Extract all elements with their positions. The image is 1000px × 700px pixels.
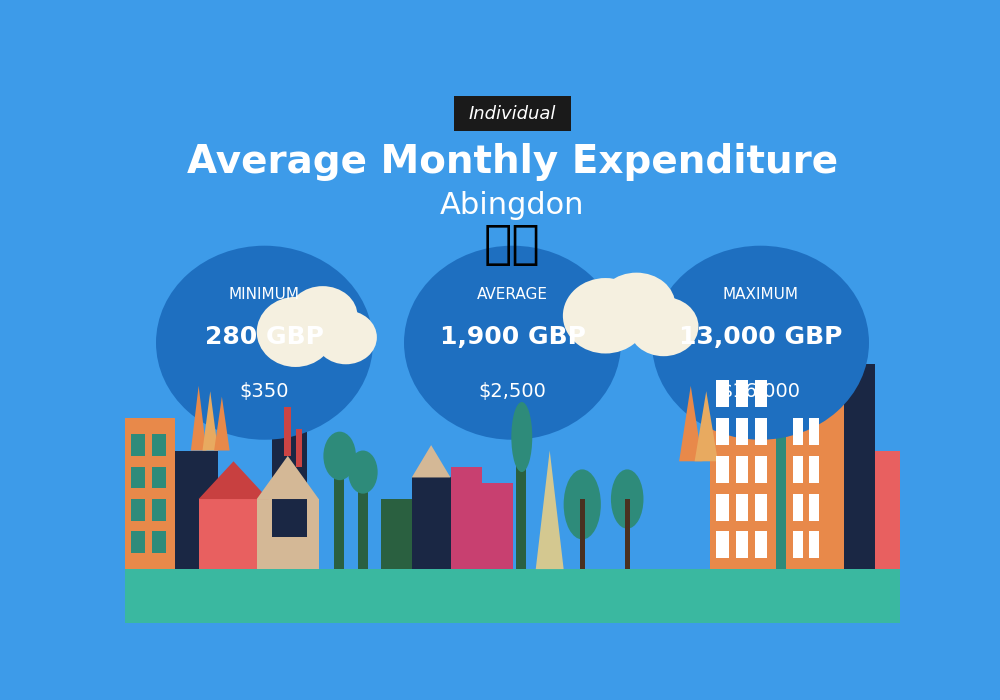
Bar (272, 418, 307, 537)
Text: Individual: Individual (469, 104, 556, 122)
Bar (716, 381, 729, 407)
Bar (152, 434, 166, 456)
Ellipse shape (563, 278, 648, 354)
Bar (755, 494, 767, 521)
Ellipse shape (257, 297, 334, 367)
Bar (793, 418, 803, 445)
Bar (736, 381, 748, 407)
Bar (516, 451, 526, 569)
Polygon shape (695, 391, 718, 461)
Bar (125, 418, 175, 569)
Bar (125, 569, 900, 623)
Bar (844, 364, 875, 569)
Text: Abingdon: Abingdon (440, 191, 585, 220)
Polygon shape (214, 397, 230, 451)
Bar (334, 472, 344, 569)
Bar (716, 494, 729, 521)
Ellipse shape (156, 246, 373, 440)
Bar (736, 531, 748, 559)
Bar (809, 531, 819, 559)
Bar (716, 456, 729, 483)
Ellipse shape (315, 310, 377, 364)
Bar (793, 456, 803, 483)
Ellipse shape (598, 273, 675, 337)
Text: 🇬🇧: 🇬🇧 (484, 223, 541, 268)
Text: 280 GBP: 280 GBP (205, 326, 324, 349)
Text: MINIMUM: MINIMUM (229, 287, 300, 302)
Ellipse shape (404, 246, 621, 440)
Bar (131, 531, 145, 553)
Text: $16,000: $16,000 (720, 382, 800, 400)
Bar (152, 499, 166, 521)
Polygon shape (202, 391, 218, 451)
Ellipse shape (611, 470, 643, 528)
Bar (776, 364, 786, 569)
Bar (358, 489, 368, 569)
Bar (175, 451, 218, 569)
Ellipse shape (511, 402, 532, 472)
Polygon shape (191, 386, 206, 451)
Bar (296, 429, 302, 467)
Bar (809, 456, 819, 483)
Bar (755, 456, 767, 483)
Bar (152, 467, 166, 489)
Bar (152, 531, 166, 553)
Bar (755, 418, 767, 445)
Bar (736, 418, 748, 445)
Ellipse shape (564, 470, 601, 540)
Bar (755, 381, 767, 407)
Text: 13,000 GBP: 13,000 GBP (679, 326, 842, 349)
Bar (736, 494, 748, 521)
Polygon shape (679, 386, 702, 461)
Bar (786, 397, 844, 569)
Ellipse shape (629, 297, 698, 356)
Ellipse shape (288, 286, 358, 345)
Polygon shape (199, 461, 268, 499)
Bar (793, 494, 803, 521)
Polygon shape (412, 445, 450, 477)
Bar (131, 499, 145, 521)
Bar (716, 531, 729, 559)
Text: $350: $350 (240, 382, 289, 400)
Bar (482, 483, 512, 569)
Text: MAXIMUM: MAXIMUM (722, 287, 798, 302)
Polygon shape (257, 456, 319, 499)
Text: 1,900 GBP: 1,900 GBP (440, 326, 585, 349)
Bar (793, 531, 803, 559)
Bar (131, 434, 145, 456)
Bar (716, 418, 729, 445)
Ellipse shape (323, 432, 356, 480)
Bar (875, 451, 900, 569)
Bar (450, 467, 482, 569)
Bar (412, 477, 450, 569)
Bar (580, 499, 585, 569)
Text: Average Monthly Expenditure: Average Monthly Expenditure (187, 144, 838, 181)
Bar (131, 467, 145, 489)
Bar (809, 494, 819, 521)
Ellipse shape (348, 451, 378, 494)
Bar (284, 407, 291, 456)
Bar (809, 418, 819, 445)
Polygon shape (536, 451, 564, 569)
Bar (257, 499, 319, 569)
Text: AVERAGE: AVERAGE (477, 287, 548, 302)
Bar (710, 364, 776, 569)
Text: $2,500: $2,500 (479, 382, 546, 400)
Bar (381, 499, 412, 569)
Bar (755, 531, 767, 559)
Ellipse shape (652, 246, 869, 440)
Bar (199, 499, 268, 569)
Bar (736, 456, 748, 483)
Bar (625, 499, 630, 569)
FancyBboxPatch shape (454, 96, 571, 131)
